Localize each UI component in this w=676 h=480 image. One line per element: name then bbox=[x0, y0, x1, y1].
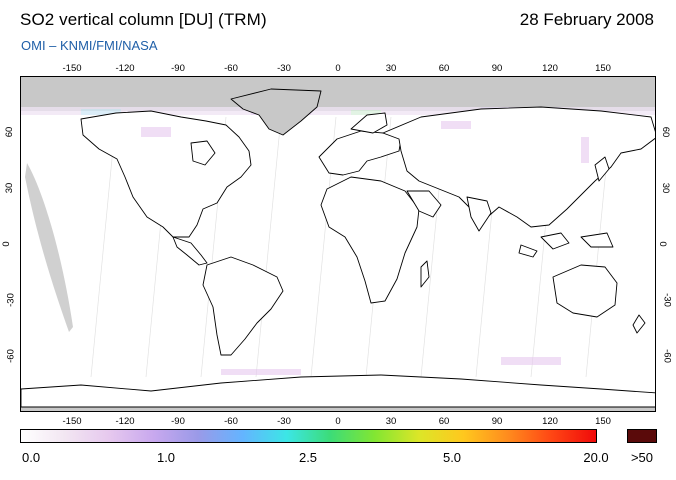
colorbar-label: 2.5 bbox=[298, 450, 318, 465]
lon-tick-label: 150 bbox=[595, 416, 611, 427]
map-title: SO2 vertical column [DU] (TRM) bbox=[20, 10, 267, 29]
lon-tick-label: 30 bbox=[385, 63, 397, 74]
lon-tick-label: -90 bbox=[171, 63, 185, 74]
colorbar-over-swatch bbox=[627, 429, 657, 443]
australia bbox=[552, 264, 618, 318]
colorbar-label: 5.0 bbox=[442, 450, 462, 465]
lon-tick-label: 120 bbox=[542, 416, 558, 427]
colorbar-label: >50 bbox=[630, 450, 654, 465]
borneo bbox=[540, 232, 570, 250]
colorbar-label: 1.0 bbox=[156, 450, 176, 465]
hudson-bay bbox=[190, 140, 216, 166]
lon-tick-label: 120 bbox=[542, 63, 558, 74]
lat-tick-label: 30 bbox=[659, 182, 671, 194]
lon-tick-label: 150 bbox=[595, 63, 611, 74]
lat-tick-label: 60 bbox=[3, 126, 15, 138]
antarctica bbox=[21, 374, 655, 408]
lat-tick-label: 0 bbox=[657, 241, 669, 247]
lat-tick-label: 30 bbox=[3, 182, 15, 194]
so2-speckle bbox=[141, 121, 589, 375]
map-date: 28 February 2008 bbox=[519, 10, 654, 29]
lat-tick-label: -30 bbox=[5, 293, 17, 307]
europe bbox=[318, 130, 402, 176]
lon-tick-label: 0 bbox=[335, 63, 341, 74]
new-zealand bbox=[632, 314, 646, 334]
lat-tick-label: -30 bbox=[661, 293, 673, 307]
pacific-no-data-swath bbox=[25, 163, 73, 332]
madagascar bbox=[420, 260, 430, 288]
lat-tick-label: -60 bbox=[5, 349, 17, 363]
colorbar bbox=[20, 429, 597, 443]
lon-tick-label: 30 bbox=[385, 416, 397, 427]
new-guinea bbox=[580, 232, 614, 248]
lon-tick-label: -60 bbox=[224, 416, 238, 427]
lon-tick-label: -30 bbox=[277, 63, 291, 74]
lon-tick-label: -120 bbox=[115, 416, 135, 427]
lon-tick-label: -90 bbox=[171, 416, 185, 427]
so2-map bbox=[20, 76, 656, 412]
antarctic-no-data bbox=[21, 405, 655, 411]
lon-tick-label: 60 bbox=[438, 416, 450, 427]
colorbar-label: 20.0 bbox=[583, 450, 609, 465]
india bbox=[466, 196, 492, 232]
lon-tick-label: -60 bbox=[224, 63, 238, 74]
lon-tick-label: 0 bbox=[335, 416, 341, 427]
central-america bbox=[172, 236, 208, 266]
scandinavia bbox=[350, 112, 388, 134]
lon-tick-label: -30 bbox=[277, 416, 291, 427]
lon-tick-label: 90 bbox=[491, 63, 503, 74]
lon-tick-label: -150 bbox=[62, 416, 82, 427]
greenland bbox=[230, 88, 322, 136]
colorbar-label: 0.0 bbox=[22, 450, 41, 465]
sumatra bbox=[518, 244, 538, 258]
lon-tick-label: 60 bbox=[438, 63, 450, 74]
japan bbox=[594, 156, 610, 182]
lon-tick-label: -150 bbox=[62, 63, 82, 74]
africa bbox=[320, 176, 420, 304]
south-america bbox=[202, 256, 284, 356]
lon-tick-label: 90 bbox=[491, 416, 503, 427]
data-credit: OMI – KNMI/FMI/NASA bbox=[21, 38, 158, 53]
lat-tick-label: 0 bbox=[1, 241, 13, 247]
arctic-no-data bbox=[21, 77, 655, 111]
arabia bbox=[406, 190, 442, 218]
world-map-canvas bbox=[21, 77, 655, 411]
lat-tick-label: -60 bbox=[661, 349, 673, 363]
lat-tick-label: 60 bbox=[659, 126, 671, 138]
lon-tick-label: -120 bbox=[115, 63, 135, 74]
